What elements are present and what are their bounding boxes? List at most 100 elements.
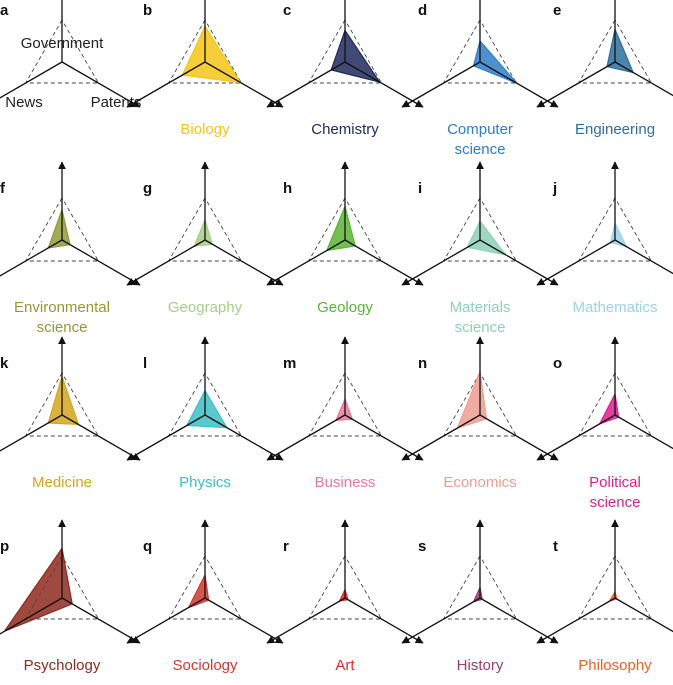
reference-triangle (442, 197, 518, 262)
reference-triangle (167, 197, 243, 262)
data-triangle-i (466, 219, 507, 256)
panel-i: i Materials science (401, 161, 559, 336)
reference-triangle (577, 19, 653, 84)
panel-g: g Geography (126, 161, 284, 316)
panel-letter: l (143, 355, 147, 372)
axis-news-arrow (126, 61, 206, 108)
axis-patents-arrow (614, 414, 673, 450)
panel-m: m Business (266, 336, 424, 491)
axis-patents-arrow (479, 597, 559, 644)
field-label: Political (589, 474, 641, 491)
axis-patents-arrow (204, 239, 284, 286)
panel-b: b Biology (126, 0, 284, 138)
reference-triangle (442, 555, 518, 620)
panel-k: k Medicine (0, 336, 141, 491)
axis-news-arrow (126, 239, 206, 286)
panel-letter: p (0, 538, 9, 555)
panel-letter: m (283, 355, 296, 372)
axis-news-arrow (401, 239, 481, 286)
axis-news-arrow (536, 414, 616, 461)
data-triangle-o (598, 392, 620, 425)
panel-q: q Sociology (126, 519, 284, 674)
reference-triangle (577, 197, 653, 262)
field-label: Geology (317, 299, 373, 316)
panel-d: d Computer science (401, 0, 559, 158)
axis-patents-arrow (204, 597, 284, 644)
panel-e: e Engineering (536, 0, 673, 138)
field-label: Engineering (575, 121, 655, 138)
axis-label-news: News (5, 94, 43, 111)
panel-letter: a (0, 2, 9, 19)
panel-letter: o (553, 355, 562, 372)
reference-triangle (577, 372, 653, 437)
data-triangle-f (47, 207, 71, 249)
axis-patents-arrow (204, 414, 284, 461)
field-label: Mathematics (572, 299, 657, 316)
panel-letter: g (143, 180, 152, 197)
panel-j: j Mathematics (536, 161, 673, 316)
data-triangle-g (193, 218, 214, 248)
field-label: science (590, 494, 641, 511)
panel-letter: e (553, 2, 561, 19)
data-triangle-h (325, 204, 356, 252)
axis-patents-arrow (614, 61, 673, 97)
panel-t: t Philosophy (536, 519, 673, 674)
field-label: Biology (180, 121, 230, 138)
axis-news-arrow (266, 239, 346, 286)
axis-news-arrow (536, 597, 616, 644)
axis-patents-arrow (479, 414, 559, 461)
field-label: Business (315, 474, 376, 491)
panel-letter: d (418, 2, 427, 19)
axis-news-arrow (536, 61, 616, 108)
data-triangle-b (181, 25, 242, 84)
panel-letter: i (418, 180, 422, 197)
axis-news-arrow (536, 239, 616, 286)
field-label: Geography (168, 299, 243, 316)
field-label: Environmental (14, 299, 110, 316)
axis-patents-arrow (614, 597, 673, 633)
axis-patents-arrow (61, 414, 141, 461)
axis-news-arrow (126, 597, 206, 644)
reference-triangle (167, 19, 243, 84)
axis-patents-arrow (344, 597, 424, 644)
data-triangle-j (609, 221, 628, 248)
field-label: Philosophy (578, 657, 652, 674)
axis-news-arrow (266, 61, 346, 108)
panel-letter: r (283, 538, 289, 555)
panel-letter: q (143, 538, 152, 555)
axis-patents-arrow (344, 414, 424, 461)
field-label: Computer (447, 121, 513, 138)
field-label: science (455, 141, 506, 158)
reference-triangle (577, 555, 653, 620)
field-label: Chemistry (311, 121, 379, 138)
panel-l: l Physics (126, 336, 284, 491)
field-label: science (37, 319, 88, 336)
axis-patents-arrow (61, 597, 141, 644)
field-label: Medicine (32, 474, 92, 491)
reference-triangle (167, 555, 243, 620)
axis-patents-arrow (61, 239, 141, 286)
reference-triangle (167, 372, 243, 437)
panel-letter: t (553, 538, 558, 555)
data-triangle-m (334, 397, 354, 421)
data-triangle-n (456, 369, 488, 429)
panel-letter: f (0, 180, 6, 197)
field-label: Materials (450, 299, 511, 316)
panel-letter: h (283, 180, 292, 197)
field-label: Psychology (24, 657, 101, 674)
axis-news-arrow (0, 61, 63, 99)
data-triangle-c (330, 29, 381, 83)
panel-p: p Psychology (0, 519, 141, 674)
axis-news-arrow (0, 597, 63, 635)
reference-triangle (307, 372, 383, 437)
axis-patents-arrow (344, 61, 424, 108)
data-triangle-d (472, 39, 518, 84)
field-label: Physics (179, 474, 231, 491)
axis-patents-arrow (479, 239, 559, 286)
reference-triangle (24, 19, 100, 84)
reference-triangle (307, 555, 383, 620)
panel-f: f Environmental science (0, 161, 141, 336)
panel-c: c Chemistry (266, 0, 424, 138)
